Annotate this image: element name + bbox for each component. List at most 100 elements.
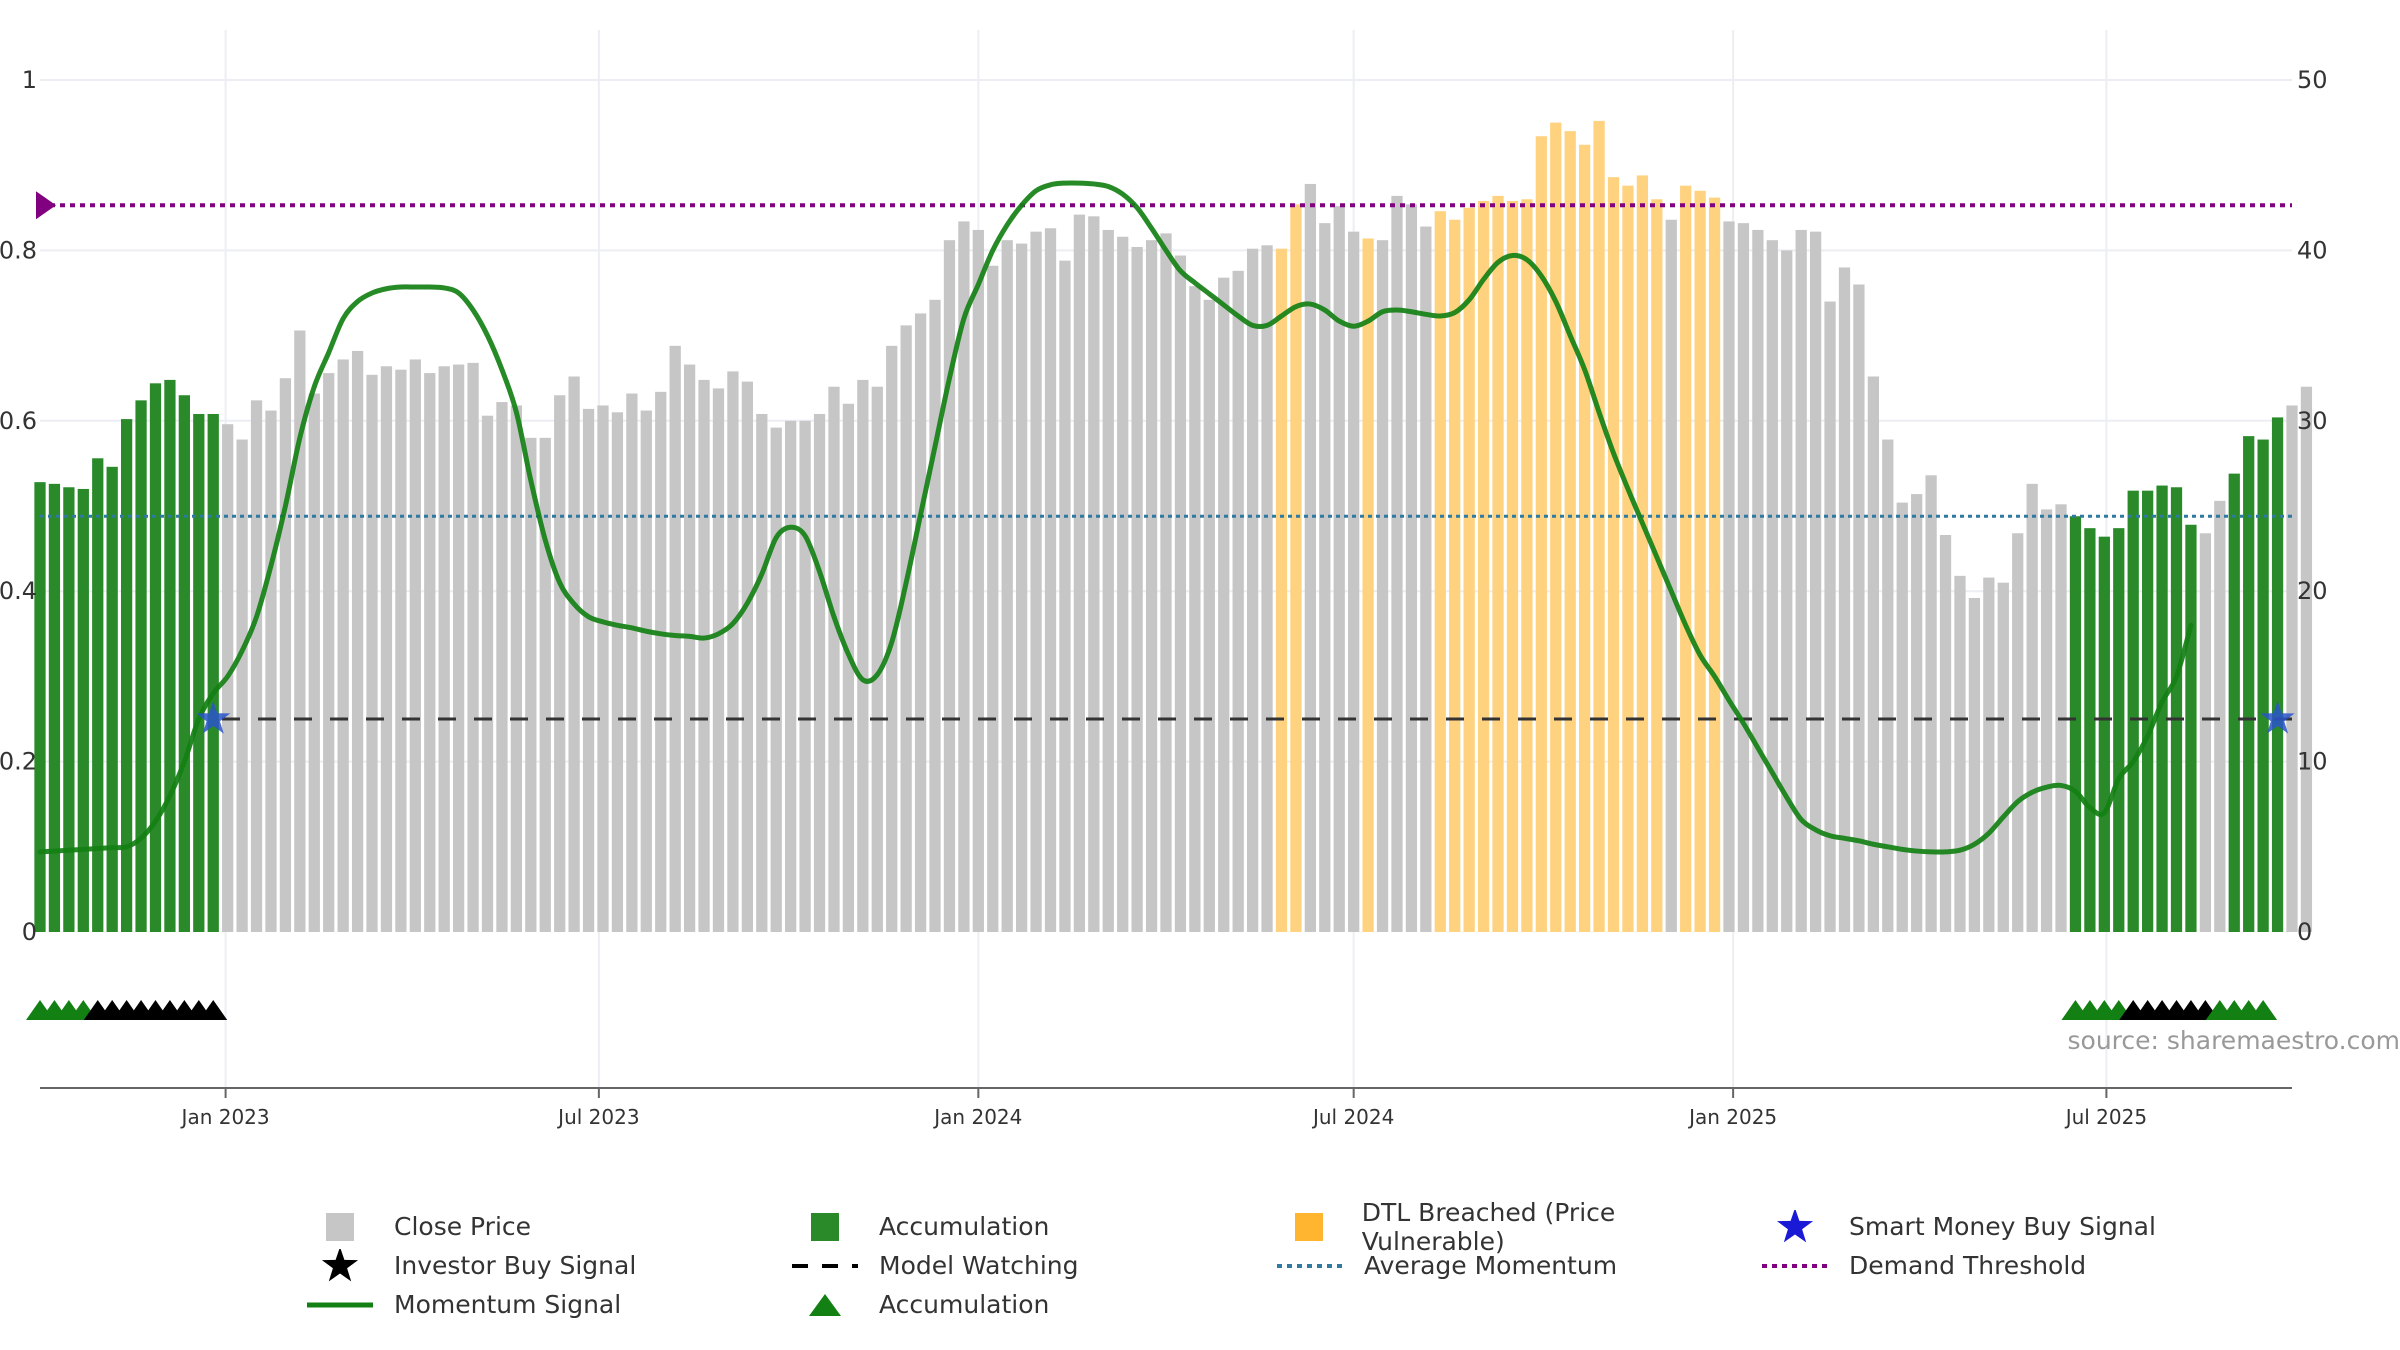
bar-close-price-52 [785, 420, 797, 932]
bar-dtl-breached-115 [1694, 190, 1706, 932]
bar-dtl-breached-116 [1708, 197, 1721, 933]
bar-close-price-78 [1160, 233, 1172, 933]
bar-close-price-64 [958, 221, 970, 932]
bar-accumulation-146 [2142, 490, 2154, 932]
legend-symbol-dot [1270, 1249, 1350, 1282]
bar-close-price-26 [409, 359, 421, 932]
bar-accumulation-6 [120, 419, 133, 932]
reference-lines [36, 191, 2292, 721]
bar-dtl-breached-104 [1535, 136, 1547, 932]
bar-close-price-65 [972, 229, 984, 932]
legend-symbol-dash [785, 1249, 865, 1282]
bar-close-price-74 [1102, 229, 1114, 932]
bar-close-price-55 [828, 386, 840, 933]
bar-close-price-95 [1405, 204, 1418, 933]
bar-close-price-75 [1117, 236, 1129, 932]
bar-close-price-22 [351, 350, 364, 932]
accumulation-marker-154 [2249, 1000, 2278, 1020]
bar-close-price-20 [323, 373, 335, 932]
signal-markers [26, 701, 2295, 1020]
bar-close-price-66 [987, 265, 999, 933]
bar-dtl-breached-114 [1680, 185, 1692, 932]
bar-accumulation-143 [2098, 536, 2110, 932]
y-right-tick-label-1: 10 [2297, 748, 2328, 776]
momentum-series [37, 180, 2194, 855]
smart-money-buy-signal-1 [2260, 701, 2295, 734]
bar-dtl-breached-97 [1434, 211, 1446, 932]
bar-close-price-51 [770, 427, 782, 932]
bar-close-price-34 [525, 437, 537, 932]
bar-close-price-88 [1304, 183, 1316, 933]
bar-close-price-40 [611, 412, 624, 932]
bar-dtl-breached-106 [1564, 131, 1576, 932]
bar-accumulation-7 [135, 400, 147, 932]
y-left-tick-label-5: 1 [22, 66, 37, 94]
legend-item-8: Momentum Signal [300, 1288, 785, 1321]
bar-dtl-breached-101 [1492, 195, 1504, 932]
bar-close-price-23 [366, 374, 378, 932]
bar-close-price-138 [2026, 483, 2038, 932]
bar-accumulation-144 [2113, 528, 2125, 932]
bar-close-price-32 [496, 402, 508, 932]
legend-item-6: Average Momentum [1270, 1249, 1755, 1282]
bar-close-price-31 [481, 415, 494, 932]
bar-close-price-25 [395, 369, 407, 932]
bar-close-price-96 [1420, 226, 1432, 932]
bar-close-price-37 [568, 376, 580, 933]
legend-item-7: Demand Threshold [1755, 1249, 2200, 1282]
bar-dtl-breached-110 [1622, 185, 1634, 932]
x-tick-label-4: Jan 2025 [1687, 1105, 1777, 1129]
y-left-tick-label-3: 0.6 [0, 407, 37, 435]
bar-close-price-83 [1232, 270, 1244, 932]
legend-star-icon [321, 1249, 359, 1282]
legend-label: Smart Money Buy Signal [1849, 1212, 2156, 1241]
bar-close-price-54 [813, 413, 826, 932]
bar-close-price-28 [438, 366, 450, 933]
bar-close-price-14 [236, 439, 248, 932]
bar-close-price-48 [727, 371, 739, 932]
legend-label: Average Momentum [1364, 1251, 1618, 1280]
y-left-tick-label-2: 0.4 [0, 577, 37, 605]
x-tick-label-1: Jul 2023 [556, 1105, 639, 1129]
bar-close-price-30 [467, 362, 479, 932]
legend-label: Accumulation [879, 1290, 1050, 1319]
bar-accumulation-1 [48, 483, 61, 932]
bar-close-price-46 [698, 379, 710, 932]
bar-close-price-122 [1795, 229, 1807, 932]
legend-item-5: Model Watching [785, 1249, 1270, 1282]
x-tick-label-2: Jan 2024 [932, 1105, 1022, 1129]
bar-close-price-16 [265, 410, 277, 932]
bar-dtl-breached-108 [1593, 120, 1605, 932]
bar-accumulation-142 [2084, 528, 2096, 932]
bar-close-price-133 [1954, 575, 1966, 932]
x-tick-label-0: Jan 2023 [180, 1105, 270, 1129]
legend-symbol-square [1270, 1210, 1348, 1243]
legend-item-3: Smart Money Buy Signal [1755, 1210, 2200, 1243]
legend-symbol-star [300, 1249, 380, 1282]
legend-item-0: Close Price [300, 1210, 785, 1243]
legend-symbol-line [300, 1288, 380, 1321]
bar-series [34, 120, 2313, 933]
legend-item-2: DTL Breached (Price Vulnerable) [1270, 1198, 1755, 1256]
bar-close-price-19 [308, 393, 320, 932]
bar-close-price-71 [1059, 260, 1071, 932]
bar-close-price-42 [640, 410, 652, 932]
legend-label: Investor Buy Signal [394, 1251, 637, 1280]
bar-close-price-68 [1016, 243, 1028, 933]
legend-square-icon [326, 1213, 354, 1241]
bar-accumulation-149 [2185, 524, 2197, 932]
bar-close-price-29 [453, 364, 465, 932]
bar-accumulation-9 [164, 379, 176, 932]
bar-accumulation-11 [193, 413, 205, 932]
bar-close-price-17 [279, 378, 292, 932]
bar-close-price-130 [1911, 494, 1923, 932]
bar-close-price-53 [799, 420, 811, 932]
legend-label: Close Price [394, 1212, 532, 1241]
bar-close-price-85 [1261, 245, 1273, 933]
bar-close-price-70 [1044, 228, 1057, 933]
bar-close-price-127 [1867, 376, 1879, 933]
bar-accumulation-153 [2243, 436, 2255, 932]
bar-close-price-72 [1073, 214, 1086, 933]
legend-star-icon [1776, 1210, 1814, 1243]
legend-square-icon [1294, 1213, 1323, 1241]
